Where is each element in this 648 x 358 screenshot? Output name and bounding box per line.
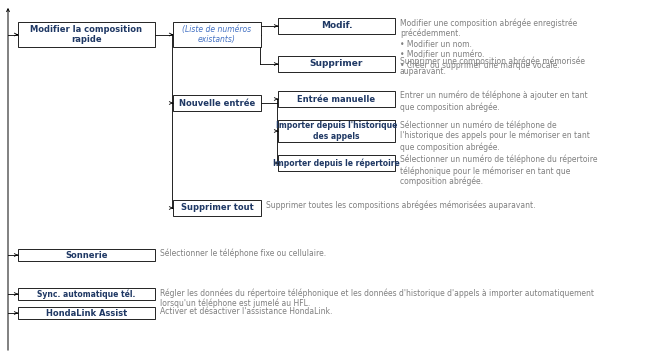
FancyBboxPatch shape [278,18,395,34]
FancyBboxPatch shape [18,22,155,47]
Text: Sélectionner un numéro de téléphone du répertoire
téléphonique pour le mémoriser: Sélectionner un numéro de téléphone du r… [400,155,597,187]
Text: Supprimer: Supprimer [310,59,363,68]
Text: Sélectionner un numéro de téléphone de
l'historique des appels pour le mémoriser: Sélectionner un numéro de téléphone de l… [400,120,590,151]
Text: Modif.: Modif. [321,21,353,30]
Text: Régler les données du répertoire téléphonique et les données d'historique d'appe: Régler les données du répertoire télépho… [160,288,594,309]
Text: HondaLink Assist: HondaLink Assist [46,309,127,318]
FancyBboxPatch shape [278,56,395,72]
Text: Importer depuis le répertoire: Importer depuis le répertoire [273,158,400,168]
Text: Supprimer une composition abrégée mémorisée
auparavant.: Supprimer une composition abrégée mémori… [400,56,585,76]
FancyBboxPatch shape [18,249,155,261]
Text: Nouvelle entrée: Nouvelle entrée [179,98,255,107]
Text: Sonnerie: Sonnerie [65,251,108,260]
Text: Entrer un numéro de téléphone à ajouter en tant
que composition abrégée.: Entrer un numéro de téléphone à ajouter … [400,91,588,111]
FancyBboxPatch shape [278,155,395,171]
FancyBboxPatch shape [173,200,261,216]
FancyBboxPatch shape [173,22,261,47]
Text: Modifier une composition abrégée enregistrée
précédemment.
• Modifier un nom.
• : Modifier une composition abrégée enregis… [400,18,577,70]
Text: Sync. automatique tél.: Sync. automatique tél. [38,289,135,299]
FancyBboxPatch shape [18,288,155,300]
Text: Supprimer toutes les compositions abrégées mémorisées auparavant.: Supprimer toutes les compositions abrégé… [266,200,535,209]
Text: Supprimer tout: Supprimer tout [181,203,253,213]
Text: Activer et désactiver l'assistance HondaLink.: Activer et désactiver l'assistance Honda… [160,307,332,316]
FancyBboxPatch shape [18,307,155,319]
Text: Importer depuis l'historique
des appels: Importer depuis l'historique des appels [276,121,397,141]
Text: Sélectionner le téléphone fixe ou cellulaire.: Sélectionner le téléphone fixe ou cellul… [160,249,326,258]
FancyBboxPatch shape [278,91,395,107]
FancyBboxPatch shape [278,120,395,142]
Text: Modifier la composition
rapide: Modifier la composition rapide [30,25,143,44]
FancyBboxPatch shape [173,95,261,111]
Text: (Liste de numéros
existants): (Liste de numéros existants) [183,25,251,44]
Text: Entrée manuelle: Entrée manuelle [297,95,376,103]
